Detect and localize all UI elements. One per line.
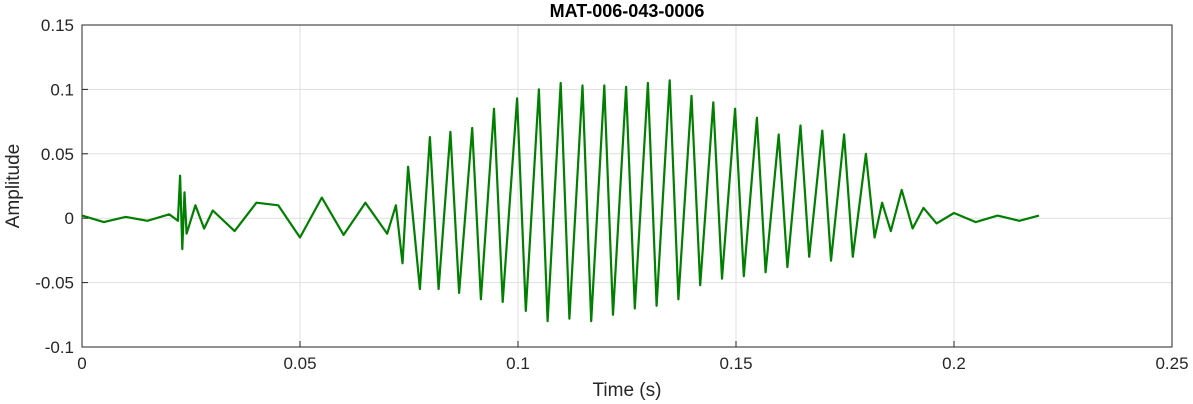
y-tick-labels: -0.1 -0.05 0 0.05 0.1 0.15 bbox=[35, 16, 74, 357]
x-tick-label: 0.15 bbox=[719, 354, 752, 373]
y-tick-label: 0 bbox=[65, 209, 74, 228]
x-tick-labels: 0 0.05 0.1 0.15 0.2 0.25 bbox=[77, 354, 1188, 373]
tick-marks bbox=[81, 24, 1173, 348]
y-tick-label: 0.05 bbox=[41, 145, 74, 164]
plot-frame bbox=[81, 24, 1173, 348]
y-tick-label: 0.15 bbox=[41, 16, 74, 35]
grid bbox=[81, 24, 1173, 348]
x-tick-label: 0.05 bbox=[283, 354, 316, 373]
y-tick-label: 0.1 bbox=[50, 80, 74, 99]
x-tick-label: 0 bbox=[77, 354, 86, 373]
y-tick-label: -0.1 bbox=[45, 338, 74, 357]
waveform-series-line bbox=[81, 79, 1040, 323]
y-axis-label: Amplitude bbox=[3, 144, 24, 229]
chart-title: MAT-006-043-0006 bbox=[550, 1, 705, 21]
x-axis-label: Time (s) bbox=[593, 380, 662, 401]
series-layer bbox=[81, 79, 1040, 323]
x-tick-label: 0.25 bbox=[1155, 354, 1188, 373]
x-tick-label: 0.1 bbox=[506, 354, 530, 373]
x-tick-label: 0.2 bbox=[942, 354, 966, 373]
y-tick-label: -0.05 bbox=[35, 274, 74, 293]
